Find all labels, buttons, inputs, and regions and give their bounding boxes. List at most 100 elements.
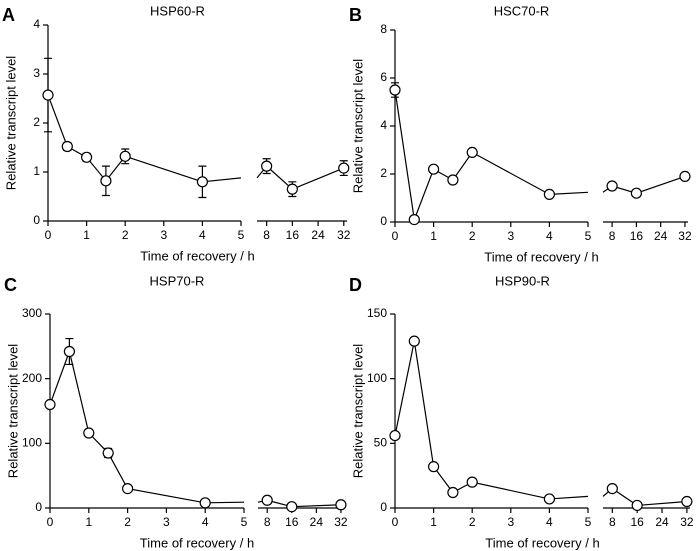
data-point: [389, 84, 401, 96]
x-tick-label: 8: [264, 515, 271, 529]
data-point: [631, 499, 643, 512]
data-line: [611, 175, 686, 194]
x-tick-label: 3: [163, 515, 170, 529]
x-tick-label: 1: [430, 515, 437, 529]
x-tick-label: 3: [507, 515, 514, 529]
y-axis-label: Relative transcript level: [350, 59, 365, 193]
x-tick-label: 24: [310, 515, 324, 529]
x-tick-label: 24: [311, 228, 325, 242]
x-tick-label: 8: [609, 515, 616, 529]
x-tick-label: 0: [47, 515, 54, 529]
data-point: [428, 461, 440, 473]
chart-title: HSP90-R: [495, 273, 550, 288]
y-tick-label: 3: [33, 66, 40, 80]
x-tick-label: 32: [337, 228, 351, 242]
y-tick-label: 0: [380, 500, 387, 514]
x-tick-label: 0: [392, 515, 399, 529]
data-point: [286, 501, 298, 513]
line-connector: [205, 501, 245, 504]
x-tick-label: 8: [263, 228, 270, 242]
x-tick-label: 2: [122, 228, 129, 242]
data-point: [447, 174, 459, 186]
y-tick-label: 100: [367, 371, 387, 385]
x-axis-label: Time of recovery / h: [484, 249, 598, 264]
y-axis-label: Relative transcript level: [3, 56, 18, 190]
line-connector: [202, 177, 242, 183]
y-axis-label: Relative transcript level: [5, 344, 20, 478]
x-tick-label: 5: [238, 228, 245, 242]
data-point: [100, 175, 112, 187]
data-point: [42, 89, 54, 101]
chart-title: HSC70-R: [494, 3, 550, 18]
y-tick-label: 8: [380, 22, 387, 36]
data-point: [44, 398, 56, 411]
data-line: [49, 349, 206, 504]
x-tick-label: 5: [241, 515, 248, 529]
y-axis-label: Relative transcript level: [350, 344, 365, 478]
x-tick-label: 4: [199, 228, 206, 242]
x-axis-label: Time of recovery / h: [140, 535, 254, 550]
y-tick-label: 100: [22, 436, 42, 450]
data-point: [261, 494, 273, 506]
data-point: [408, 214, 420, 226]
x-tick-label: 1: [83, 228, 90, 242]
x-axis-label: Time of recovery / h: [485, 535, 599, 550]
data-line: [266, 165, 345, 190]
data-point: [606, 180, 618, 192]
data-point: [83, 427, 95, 439]
y-tick-label: 0: [380, 214, 387, 228]
line-connector: [549, 191, 589, 195]
data-line: [611, 488, 687, 507]
y-tick-label: 2: [33, 115, 40, 129]
line-connector: [549, 495, 589, 500]
x-tick-label: 16: [630, 515, 644, 529]
data-point: [261, 160, 273, 172]
data-point: [102, 447, 114, 459]
data-point: [80, 151, 93, 163]
y-tick-label: 2: [380, 166, 387, 180]
data-point: [335, 499, 347, 511]
data-point: [286, 183, 298, 195]
data-point: [408, 335, 420, 347]
x-tick-label: 4: [546, 515, 553, 529]
data-point: [630, 187, 642, 199]
chart-title: HSP60-R: [150, 3, 205, 18]
x-tick-label: 0: [392, 229, 399, 243]
panel-label: C: [4, 275, 17, 295]
data-point: [679, 170, 691, 182]
data-point: [121, 483, 134, 495]
data-point: [543, 188, 556, 200]
x-tick-label: 2: [469, 229, 476, 243]
data-line: [394, 89, 550, 222]
data-point: [63, 345, 76, 358]
x-tick-label: 16: [630, 229, 644, 243]
data-point: [606, 483, 618, 495]
x-tick-label: 5: [585, 515, 592, 529]
y-tick-label: 4: [380, 118, 387, 132]
x-tick-label: 3: [507, 229, 514, 243]
data-point: [338, 162, 350, 174]
x-tick-label: 4: [546, 229, 553, 243]
x-tick-label: 32: [678, 229, 692, 243]
x-tick-label: 2: [469, 515, 476, 529]
panel-label: D: [349, 275, 362, 295]
x-tick-label: 0: [45, 228, 52, 242]
x-tick-label: 8: [609, 229, 616, 243]
y-tick-label: 6: [380, 70, 387, 84]
x-tick-label: 5: [585, 229, 592, 243]
data-point: [389, 429, 401, 442]
y-tick-label: 0: [33, 213, 40, 227]
data-line: [267, 499, 341, 508]
x-tick-label: 1: [430, 229, 437, 243]
data-line: [47, 94, 203, 183]
y-tick-label: 200: [22, 371, 42, 385]
data-point: [447, 486, 459, 499]
x-tick-label: 24: [655, 515, 669, 529]
y-tick-label: 50: [374, 436, 388, 450]
x-tick-label: 16: [286, 228, 300, 242]
x-tick-label: 3: [160, 228, 167, 242]
x-tick-label: 4: [202, 515, 209, 529]
data-point: [119, 150, 131, 162]
data-point: [61, 140, 73, 153]
